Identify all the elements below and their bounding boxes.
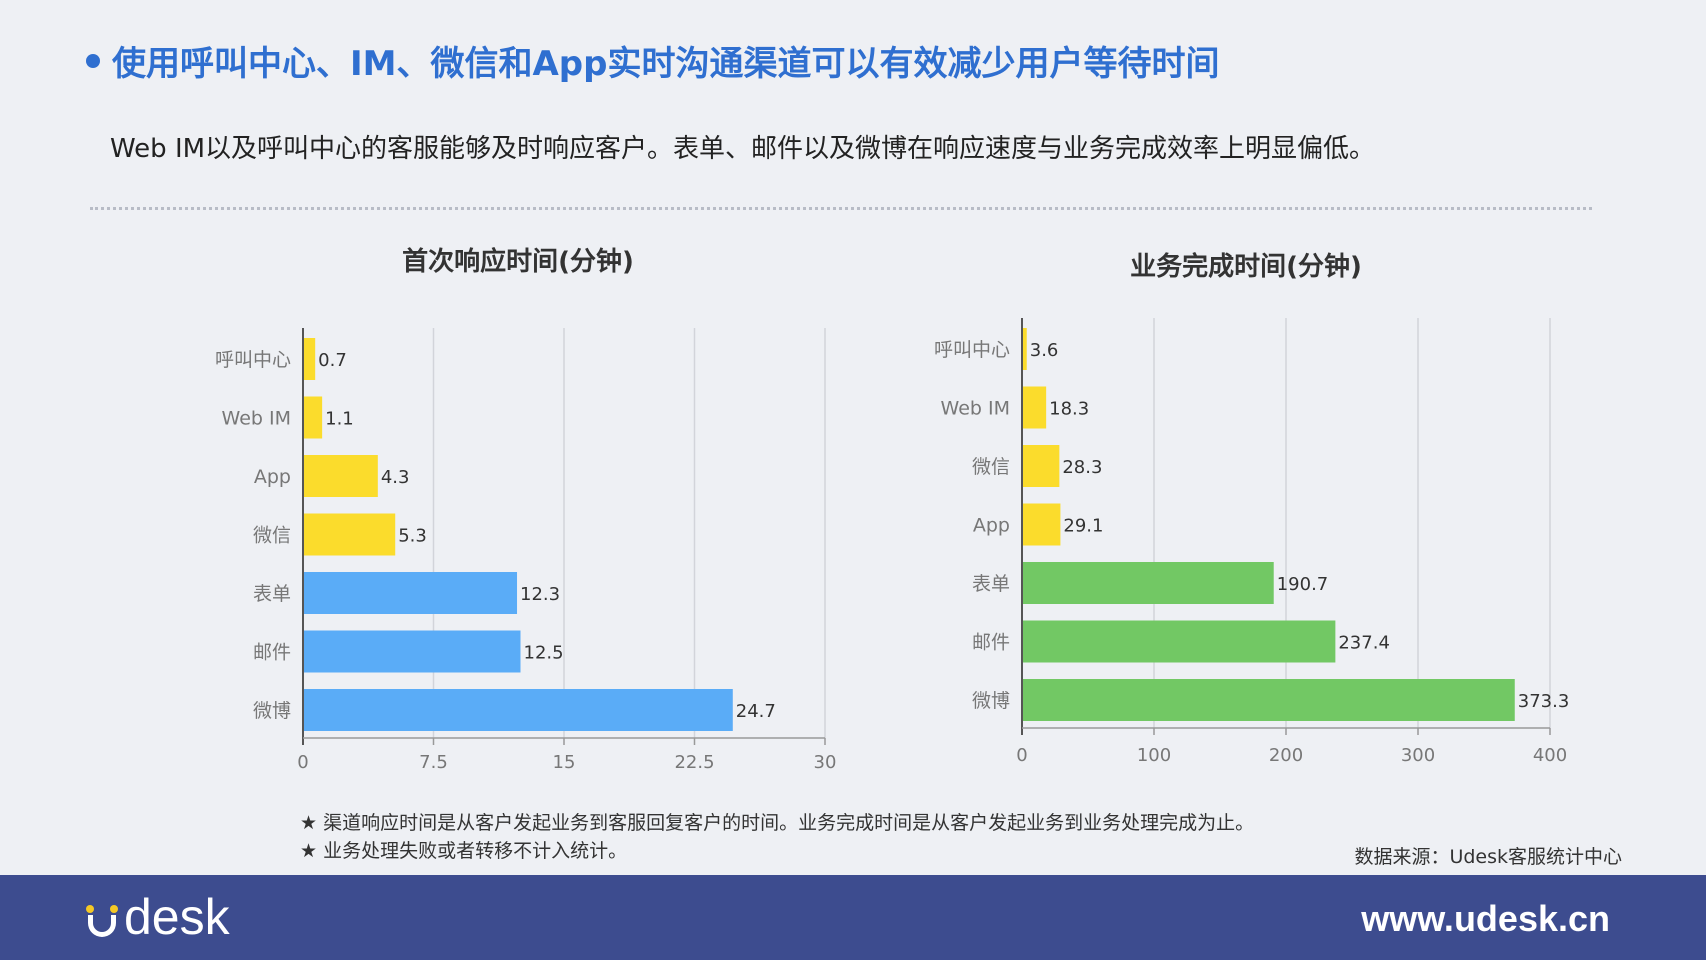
category-label: 呼叫中心 (934, 339, 1010, 361)
bar (1022, 328, 1027, 370)
title-row: 使用呼叫中心、IM、微信和App实时沟通渠道可以有效减少用户等待时间 (86, 36, 1219, 85)
bar (303, 689, 733, 731)
logo-smile (88, 915, 116, 937)
category-label: 微信 (253, 525, 291, 547)
category-label: App (973, 515, 1010, 537)
bar (303, 396, 323, 439)
udesk-logo[interactable]: desk (86, 889, 230, 945)
bar (303, 455, 378, 497)
tick-label: 30 (814, 752, 837, 773)
category-label: 微博 (253, 700, 291, 722)
category-label: 微博 (972, 690, 1010, 712)
tick-label: 400 (1533, 745, 1567, 766)
logo-eye-right (110, 905, 118, 913)
footnote-2: ★ 业务处理失败或者转移不计入统计。 (300, 836, 627, 863)
logo-smile-icon (86, 905, 122, 939)
bar (1022, 445, 1060, 487)
page-subtitle: Web IM以及呼叫中心的客服能够及时响应客户。表单、邮件以及微博在响应速度与业… (110, 134, 1376, 164)
website-link[interactable]: www.udesk.cn (1361, 898, 1610, 939)
data-source: 数据来源：Udesk客服统计中心 (1354, 846, 1622, 868)
bar (303, 572, 518, 614)
value-label: 5.3 (398, 526, 427, 547)
footer-bar (0, 875, 1706, 960)
tick-label: 15 (553, 752, 576, 773)
category-label: App (254, 466, 291, 488)
tick-label: 300 (1401, 745, 1435, 766)
value-label: 29.1 (1063, 516, 1103, 537)
value-label: 12.5 (524, 643, 564, 664)
value-label: 237.4 (1338, 633, 1390, 654)
tick-label: 0 (297, 752, 308, 773)
logo-text: desk (124, 889, 230, 945)
category-label: 微信 (972, 456, 1010, 478)
value-label: 373.3 (1518, 691, 1570, 712)
bar (1022, 679, 1515, 721)
value-label: 24.7 (736, 701, 776, 722)
value-label: 190.7 (1277, 574, 1329, 595)
category-label: Web IM (222, 408, 291, 430)
value-label: 0.7 (318, 350, 347, 371)
bar (1022, 562, 1274, 604)
tick-label: 0 (1016, 745, 1027, 766)
bar (303, 338, 316, 380)
note-marker-2: ★ (300, 840, 318, 862)
tick-label: 100 (1137, 745, 1171, 766)
category-label: 呼叫中心 (215, 349, 291, 371)
bar (303, 630, 521, 673)
note-text-2: 业务处理失败或者转移不计入统计。 (323, 840, 628, 862)
note-text-1: 渠道响应时间是从客户发起业务到客服回复客户的时间。业务完成时间是从客户发起业务到… (323, 812, 1255, 834)
value-label: 3.6 (1030, 340, 1059, 361)
tick-label: 7.5 (419, 752, 448, 773)
note-marker-1: ★ (300, 812, 318, 834)
chart-title: 首次响应时间(分钟) (402, 246, 634, 277)
chart-title: 业务完成时间(分钟) (1130, 251, 1362, 282)
value-label: 18.3 (1049, 399, 1089, 420)
category-label: 邮件 (972, 632, 1010, 654)
value-label: 1.1 (325, 409, 354, 430)
bar (1022, 386, 1047, 429)
tick-label: 22.5 (674, 752, 714, 773)
logo-eye-left (86, 905, 94, 913)
footnote-1: ★ 渠道响应时间是从客户发起业务到客服回复客户的时间。业务完成时间是从客户发起业… (300, 808, 1254, 835)
tick-label: 200 (1269, 745, 1303, 766)
category-label: Web IM (941, 398, 1010, 420)
page-title: 使用呼叫中心、IM、微信和App实时沟通渠道可以有效减少用户等待时间 (112, 44, 1220, 84)
bar (1022, 503, 1061, 546)
dotted-divider (90, 207, 1592, 210)
value-label: 4.3 (381, 467, 410, 488)
category-label: 表单 (972, 573, 1010, 595)
completion-time-chart: 业务完成时间(分钟) 0 100 200 300 400 呼叫中心 3.6 Web IM 18.3… (934, 251, 1569, 766)
value-label: 12.3 (520, 584, 560, 605)
first-response-chart: 首次响应时间(分钟) 0 7.5 15 22.5 30 呼叫中心 0.7 Web IM 1.1 Ap… (215, 246, 836, 773)
value-label: 28.3 (1062, 457, 1102, 478)
category-label: 邮件 (253, 642, 291, 664)
category-label: 表单 (253, 583, 291, 605)
bar (303, 513, 396, 556)
bar (1022, 620, 1336, 663)
title-bullet (86, 53, 100, 68)
